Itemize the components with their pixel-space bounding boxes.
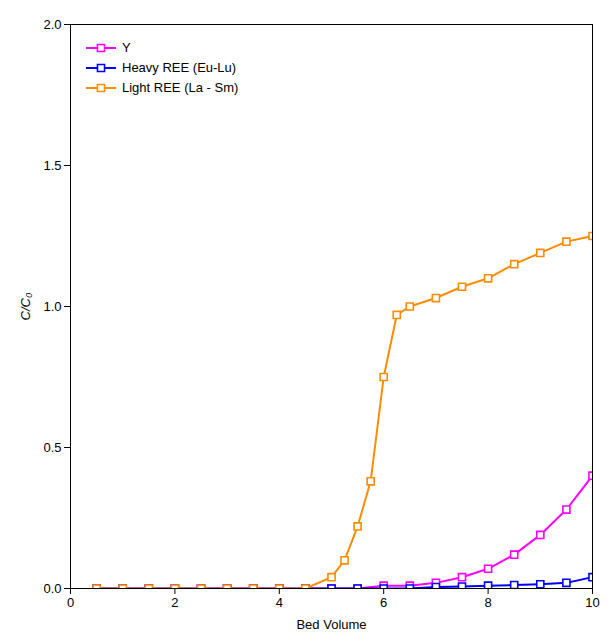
html-text:Heavy REE (Eu-Lu): Heavy REE (Eu-Lu) (122, 60, 237, 75)
svg-text:0: 0 (67, 595, 74, 610)
svg-text:8: 8 (484, 595, 491, 610)
svg-text:4: 4 (276, 595, 283, 610)
html-text:Y: Y (122, 40, 131, 55)
svg-text:0.0: 0.0 (43, 581, 61, 596)
svg-text:2.0: 2.0 (43, 17, 61, 32)
svg-text:1.5: 1.5 (43, 158, 61, 173)
svg-text:6: 6 (380, 595, 387, 610)
svg-text:10: 10 (585, 595, 599, 610)
svg-text:C/C₀: C/C₀ (18, 292, 33, 320)
svg-text:1.0: 1.0 (43, 299, 61, 314)
svg-text:2: 2 (171, 595, 178, 610)
svg-text:0.5: 0.5 (43, 440, 61, 455)
svg-text:Bed Volume: Bed Volume (296, 617, 366, 632)
html-text:Light REE (La - Sm): Light REE (La - Sm) (122, 80, 239, 95)
